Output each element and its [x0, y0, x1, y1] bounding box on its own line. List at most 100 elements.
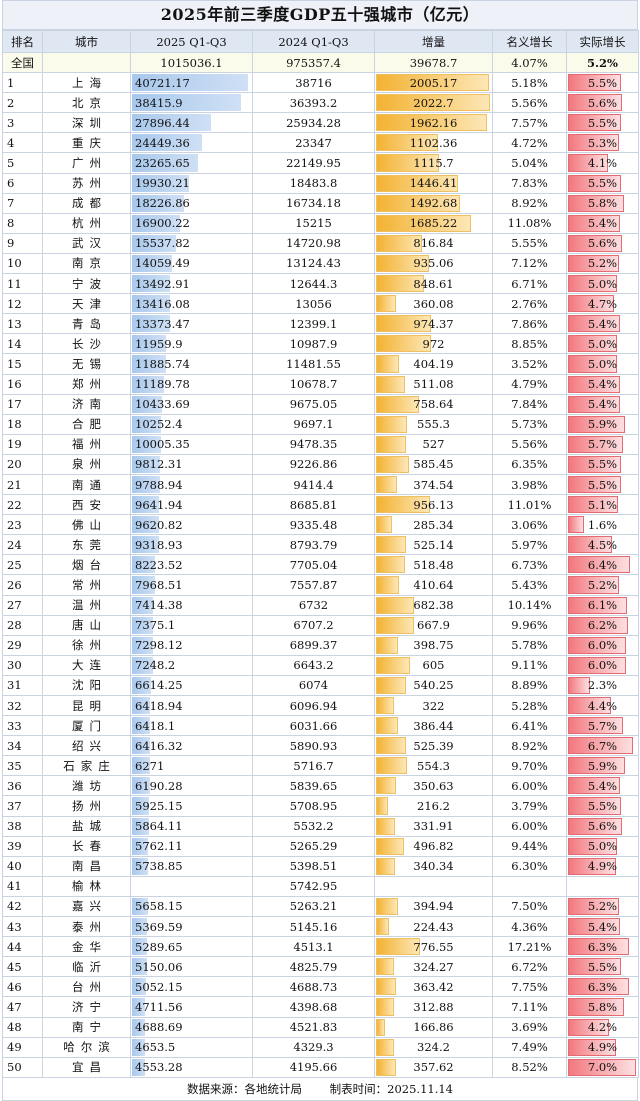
total-increase: 39678.7 — [374, 51, 493, 74]
table-row: 4 重庆 24449.36 23347 1102.36 4.72% 5.3% — [2, 132, 639, 154]
gdp2025-bar — [132, 275, 171, 293]
nominal-growth-cell: 4.72% — [492, 132, 567, 154]
gdp2025-value: 7298.12 — [135, 638, 183, 653]
increase-cell: 357.62 — [374, 1056, 493, 1078]
city-cell: 嘉兴 — [42, 895, 131, 918]
table-row: 13 青岛 13373.47 12399.1 974.37 7.86% 5.4% — [2, 313, 639, 335]
real-growth-bar — [568, 737, 634, 755]
increase-value: 682.38 — [413, 598, 454, 613]
real-growth-cell: 5.5% — [566, 956, 639, 978]
gdp2025-value: 18226.86 — [135, 196, 190, 211]
table-row: 1 上海 40721.17 38716 2005.17 5.18% 5.5% — [2, 72, 639, 94]
increase-value: 935.06 — [413, 256, 454, 271]
table-footer: 数据来源：各地统计局 制表时间：2025.11.14 — [2, 1077, 638, 1101]
gdp2025-cell: 11885.74 — [130, 353, 253, 375]
table-row: 14 长沙 11959.9 10987.9 972 8.85% 5.0% — [2, 333, 639, 355]
increase-bar — [376, 616, 414, 634]
real-growth-bar — [568, 857, 616, 875]
national-total-row: 全国 1015036.1 975357.4 39678.7 4.07% 5.2% — [2, 51, 639, 74]
increase-bar — [376, 797, 389, 815]
increase-value: 540.25 — [413, 678, 454, 693]
table-row: 40 南昌 5738.85 5398.51 340.34 6.30% 4.9% — [2, 855, 639, 877]
table-row: 44 金华 5289.65 4513.1 776.55 17.21% 6.3% — [2, 936, 639, 958]
city-cell: 郑州 — [42, 373, 131, 395]
table-row: 5 广州 23265.65 22149.95 1115.7 5.04% 4.1% — [2, 152, 639, 174]
real-growth-bar — [568, 295, 614, 313]
gdp2024-cell: 6707.2 — [252, 614, 375, 636]
gdp2024-cell: 9697.1 — [252, 413, 375, 435]
real-growth-value: 4.1% — [587, 156, 618, 171]
gdp2024-cell: 5716.7 — [252, 755, 375, 777]
city-cell: 唐山 — [42, 614, 131, 636]
city-cell: 长沙 — [42, 333, 131, 355]
real-growth-value: 5.2% — [587, 899, 618, 914]
gdp2025-value: 14059.49 — [135, 256, 190, 271]
rank-cell: 28 — [2, 614, 43, 636]
increase-value: 2005.17 — [409, 75, 458, 90]
increase-cell: 935.06 — [374, 252, 493, 275]
total-city-empty — [42, 51, 131, 74]
city-cell: 泰州 — [42, 916, 131, 938]
gdp2024-cell: 6031.66 — [252, 715, 375, 737]
gdp2025-bar — [132, 938, 148, 956]
gdp2025-bar — [132, 717, 151, 735]
gdp2025-bar — [132, 114, 212, 132]
rank-cell: 8 — [2, 212, 43, 234]
rank-cell: 37 — [2, 795, 43, 817]
increase-cell: 496.82 — [374, 835, 493, 857]
nominal-growth-cell: 7.49% — [492, 1036, 567, 1058]
real-growth-cell: 6.3% — [566, 936, 639, 958]
gdp2024-cell: 7705.04 — [252, 554, 375, 576]
city-cell: 烟台 — [42, 554, 131, 576]
city-cell: 金华 — [42, 936, 131, 958]
gdp2025-cell: 11959.9 — [130, 333, 253, 355]
city-cell: 深圳 — [42, 112, 131, 134]
gdp2025-cell: 7968.51 — [130, 574, 253, 596]
city-cell: 温州 — [42, 594, 131, 616]
table-row: 11 宁波 13492.91 12644.3 848.61 6.71% 5.0% — [2, 273, 639, 295]
increase-value: 2022.7 — [413, 95, 454, 110]
increase-cell: 285.34 — [374, 514, 493, 536]
increase-cell: 324.27 — [374, 956, 493, 978]
gdp2025-bar — [132, 174, 189, 192]
increase-value: 360.08 — [413, 296, 454, 311]
city-cell: 扬州 — [42, 795, 131, 817]
increase-bar — [376, 576, 400, 594]
real-growth-value: 5.4% — [587, 778, 618, 793]
city-cell: 徐州 — [42, 634, 131, 656]
gdp2024-cell: 25934.28 — [252, 112, 375, 134]
gdp2025-value: 7375.1 — [135, 618, 176, 633]
real-growth-bar — [568, 636, 627, 654]
increase-bar — [376, 1058, 397, 1076]
footer-source: 数据来源：各地统计局 — [187, 1081, 302, 1096]
increase-bar — [376, 596, 415, 614]
increase-bar — [376, 214, 471, 232]
city-cell: 西安 — [42, 494, 131, 516]
real-growth-cell: 5.4% — [566, 916, 639, 938]
nominal-growth-cell: 3.98% — [492, 473, 567, 496]
real-growth-cell: 6.0% — [566, 634, 639, 656]
nominal-growth-cell: 8.89% — [492, 674, 567, 697]
gdp2025-bar — [132, 475, 160, 494]
increase-bar — [376, 676, 407, 694]
increase-value: 974.37 — [413, 316, 454, 331]
table-row: 27 温州 7414.38 6732 682.38 10.14% 6.1% — [2, 594, 639, 616]
real-growth-cell: 5.2% — [566, 574, 639, 596]
real-growth-cell: 1.6% — [566, 514, 639, 536]
gdp2024-cell: 36393.2 — [252, 92, 375, 114]
city-cell: 绍兴 — [42, 735, 131, 757]
increase-cell: 363.42 — [374, 976, 493, 998]
nominal-growth-cell: 7.75% — [492, 976, 567, 998]
table-row: 33 厦门 6418.1 6031.66 386.44 6.41% 5.7% — [2, 715, 639, 737]
gdp2025-bar — [132, 496, 160, 514]
real-growth-value: 5.3% — [587, 135, 618, 150]
city-cell: 榆林 — [42, 875, 131, 897]
nominal-growth-cell: 2.76% — [492, 293, 567, 315]
real-growth-value: 5.0% — [587, 839, 618, 854]
gdp2025-cell: 5369.59 — [130, 916, 253, 938]
increase-bar — [376, 978, 397, 996]
increase-value: 525.14 — [413, 537, 454, 552]
nominal-growth-cell: 4.79% — [492, 373, 567, 395]
increase-value: 285.34 — [413, 517, 454, 532]
gdp2024-cell: 22149.95 — [252, 152, 375, 174]
